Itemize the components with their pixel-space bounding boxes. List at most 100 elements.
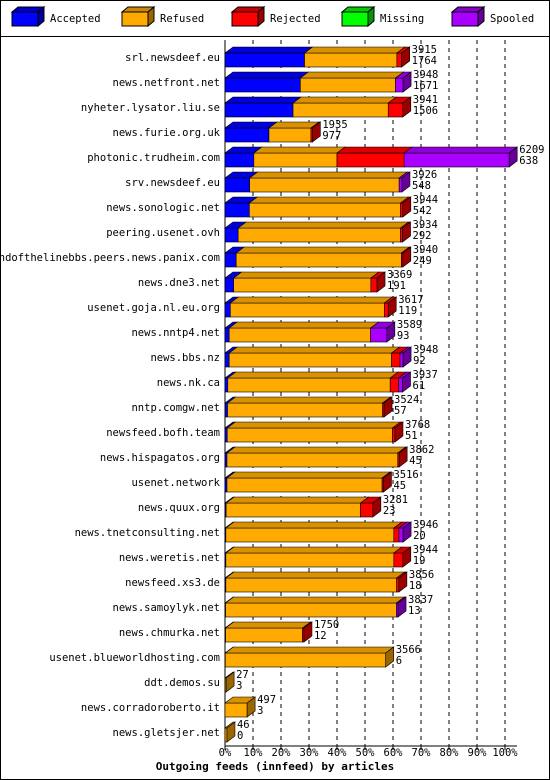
bar-front [399,352,404,368]
bar-segment [400,246,412,268]
x-tick-label: 30% [300,747,320,759]
bar-segment [383,296,398,318]
category-label: news.dne3.net [138,277,220,289]
bar-front [370,277,378,293]
bar-segment [359,496,382,518]
bar-front [292,102,389,118]
chart-title: Outgoing feeds (innfeed) by articles [156,760,394,773]
bar-front [224,252,237,268]
bar-top [224,46,314,54]
x-tick-label: 50% [356,747,376,759]
bar-segment [224,71,310,93]
bar-front [224,427,228,443]
bar-front [237,227,401,243]
category-label: newsfeed.xs3.de [125,577,220,589]
bar-front [224,52,305,68]
legend-label: Missing [380,13,424,25]
total-label: 3837 [408,594,433,606]
bar-top [224,646,395,654]
accepted-label: 3 [236,680,242,692]
bar-top [232,271,380,279]
bar-top [225,496,370,504]
total-label: 3856 [409,569,434,581]
x-tick-label: 40% [328,747,348,759]
bar-front [392,427,396,443]
accepted-label: 61 [413,380,426,392]
accepted-label: 45 [393,480,406,492]
bar-front [225,577,397,593]
accepted-label: 1764 [412,55,437,67]
bar-segment [310,121,322,143]
bar-segment [369,321,396,343]
bar-front [393,527,400,543]
accepted-label: 249 [413,255,432,267]
x-tick-label: 100% [492,747,518,759]
bar-side [225,671,235,693]
bar-top [224,121,278,129]
bar-front [396,577,400,593]
bar-segment [303,46,406,68]
legend-swatch-front [11,11,39,27]
bar-side [402,546,412,568]
bar-front [227,402,383,418]
category-label: news.corradoroberto.it [81,702,220,714]
accepted-label: 1671 [413,80,438,92]
total-label: 3948 [413,69,438,81]
total-label: 3946 [413,519,438,531]
legend-swatch-front [121,11,149,27]
bar-side [401,46,410,68]
bar-segment [226,471,391,493]
bar-front [384,302,389,318]
total-label: 3937 [413,369,438,381]
total-label: 3369 [387,269,412,281]
bar-front [403,152,510,168]
total-label: 1935 [322,119,347,131]
total-label: 3934 [413,219,438,231]
bar-side [376,271,386,293]
bar-front [224,152,255,168]
bar-segment [224,671,236,693]
accepted-label: 977 [322,130,341,142]
accepted-label: 92 [413,355,426,367]
bar-side [372,496,382,518]
bar-side [226,721,236,743]
total-label: 3940 [413,244,438,256]
category-label: usenet.network [131,477,220,489]
bar-front [391,352,401,368]
total-label: 3516 [393,469,418,481]
bar-top [248,196,410,204]
bar-segment [225,496,370,518]
bar-segment [224,621,312,643]
bar-front [336,152,405,168]
accepted-label: 51 [405,430,418,442]
bar-front [224,352,230,368]
x-tick-label: 70% [412,747,432,759]
bar-front [228,327,371,343]
bar-segment [396,446,409,468]
legend-label: Accepted [50,13,101,25]
bar-segment [299,71,405,93]
bar-side [383,471,392,493]
bar-segment [403,146,519,168]
category-label: usenet.blueworldhosting.com [49,652,220,664]
bar-top [226,396,392,404]
accepted-label: 1506 [413,105,438,117]
bar-top [228,321,380,329]
accepted-label: 23 [383,505,396,517]
bar-segment [395,596,407,618]
total-label: 3944 [413,194,438,206]
bar-front [225,552,395,568]
total-label: 3617 [398,294,423,306]
bar-segment [248,171,409,193]
bar-top [226,421,402,429]
accepted-label: 191 [387,280,406,292]
category-label: news.bbs.nz [150,352,220,364]
bar-segment [224,121,278,143]
bar-top [224,71,310,79]
category-label: news.chmurka.net [119,627,220,639]
accepted-label: 6 [396,655,402,667]
bar-side [397,596,407,618]
bar-side [402,246,412,268]
bar-side [402,196,412,218]
legend-swatch-side [257,5,265,28]
